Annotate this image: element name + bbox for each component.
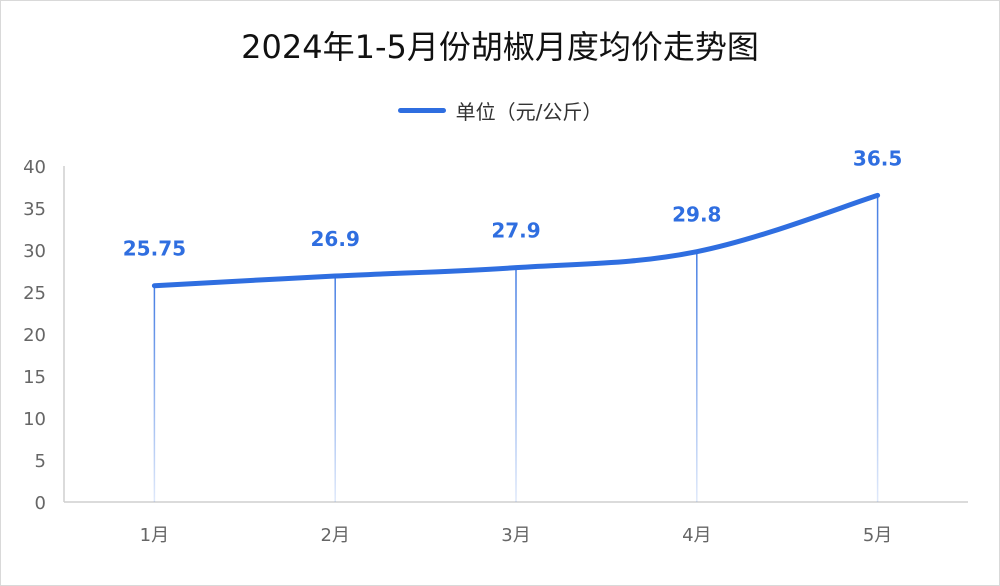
x-tick-label: 4月 [682,525,711,546]
drop-line [334,276,336,502]
legend-swatch [397,108,446,113]
drop-line [153,285,156,502]
data-label: 36.5 [853,146,902,170]
x-axis-ticks: 1月 2月 3月 4月 5月 [140,525,893,546]
y-tick-label: 0 [35,493,46,514]
x-tick-label: 5月 [863,525,892,546]
drop-lines [153,195,879,502]
y-tick-label: 40 [23,157,46,178]
x-tick-label: 2月 [320,525,349,546]
y-tick-label: 15 [23,367,46,388]
drop-line [876,195,879,502]
series-line [151,192,881,289]
data-labels: 25.75 26.9 27.9 29.8 36.5 [123,146,903,260]
y-axis-ticks: 0 5 10 15 20 25 30 35 40 [23,157,65,514]
legend-label: 单位（元/公斤） [455,100,603,124]
series-line-group [151,192,881,289]
drop-line [696,251,698,502]
y-tick-label: 10 [23,409,46,430]
x-tick-label: 3月 [501,525,530,546]
y-tick-label: 20 [23,325,46,346]
x-tick-label: 1月 [140,525,169,546]
chart-legend[interactable]: 单位（元/公斤） [0,96,1000,125]
data-label: 27.9 [491,219,540,243]
data-label: 26.9 [311,227,360,251]
y-tick-label: 30 [23,241,46,262]
y-tick-label: 5 [35,451,46,472]
y-tick-label: 35 [23,199,46,220]
data-label: 25.75 [123,237,186,261]
data-label: 29.8 [672,203,721,227]
y-tick-label: 25 [23,283,46,304]
chart-title: 2024年1-5月份胡椒月度均价走势图 [241,28,759,66]
drop-line [515,267,517,502]
